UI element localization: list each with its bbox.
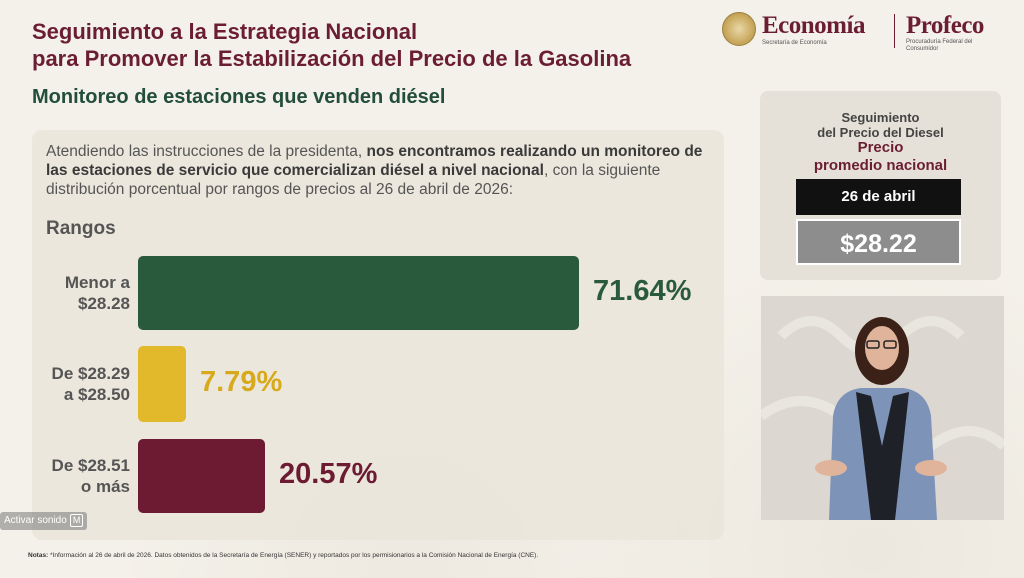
category-label-line-1: Menor a bbox=[64, 273, 130, 292]
chart-bar bbox=[138, 346, 186, 422]
logos: Economía Secretaría de Economía Profeco … bbox=[722, 12, 1012, 52]
category-label-line-2: $28.28 bbox=[78, 294, 130, 313]
page-title: Seguimiento a la Estrategia Nacional par… bbox=[32, 18, 712, 72]
title-line-2: para Promover la Estabilización del Prec… bbox=[32, 46, 632, 71]
category-label: De $28.29 a $28.50 bbox=[34, 363, 130, 405]
title-line-1: Seguimiento a la Estrategia Nacional bbox=[32, 19, 418, 44]
bar-value-label: 71.64% bbox=[593, 275, 692, 307]
mexico-seal-icon bbox=[722, 12, 756, 46]
footnote-label: Notas: bbox=[28, 552, 49, 559]
intro-bold: nos encontramos realizando un monitoreo … bbox=[46, 143, 703, 179]
footnote-text: *Información al 26 de abril de 2026. Dat… bbox=[48, 552, 539, 559]
category-label-line-2: a $28.50 bbox=[63, 385, 130, 404]
page-subtitle: Monitoreo de estaciones que venden diése… bbox=[32, 86, 446, 108]
activate-sound-button[interactable]: Activar sonido M bbox=[0, 512, 88, 530]
summary-line-4: promedio nacional bbox=[813, 157, 948, 174]
interpreter-figure bbox=[761, 296, 1004, 520]
category-label-line-1: De $28.29 bbox=[51, 364, 130, 383]
economia-subtitle: Secretaría de Economía bbox=[762, 40, 827, 46]
ranges-heading: Rangos bbox=[46, 218, 116, 239]
economia-logo: Economía bbox=[762, 12, 865, 39]
category-label-line-2: o más bbox=[80, 477, 130, 496]
logo-divider bbox=[894, 14, 895, 48]
sign-language-interpreter-video bbox=[761, 296, 1004, 520]
category-label-line-1: De $28.51 bbox=[51, 456, 130, 475]
profeco-logo: Profeco bbox=[906, 12, 984, 39]
summary-line-2: del Precio del Diesel bbox=[817, 125, 944, 140]
footnote: Notas: *Información al 26 de abril de 20… bbox=[28, 552, 538, 559]
profeco-subtitle: Procuraduría Federal del Consumidor bbox=[906, 39, 973, 52]
mute-shortcut-key: M bbox=[69, 514, 84, 527]
category-label: De $28.51 o más bbox=[34, 455, 130, 497]
activate-sound-label: Activar sonido bbox=[4, 515, 67, 526]
chart-bar bbox=[138, 256, 579, 330]
summary-card-subheading: Precio promedio nacional bbox=[760, 139, 1001, 175]
bar-value-label: 20.57% bbox=[279, 458, 378, 490]
chart-bar bbox=[138, 439, 265, 513]
category-label: Menor a $28.28 bbox=[34, 272, 130, 314]
intro-text: Atendiendo las instrucciones de la presi… bbox=[46, 142, 706, 199]
bar-value-label: 7.79% bbox=[200, 366, 283, 398]
intro-part-2: , con la siguiente distribución porcentu… bbox=[46, 162, 661, 198]
average-price: $28.22 bbox=[796, 219, 961, 265]
summary-line-3: Precio bbox=[857, 139, 904, 156]
intro-part-1: Atendiendo las instrucciones de la presi… bbox=[46, 143, 367, 160]
summary-date: 26 de abril bbox=[796, 179, 961, 215]
summary-line-1: Seguimiento bbox=[841, 110, 920, 125]
summary-card-heading: Seguimiento del Precio del Diesel bbox=[760, 110, 1001, 140]
